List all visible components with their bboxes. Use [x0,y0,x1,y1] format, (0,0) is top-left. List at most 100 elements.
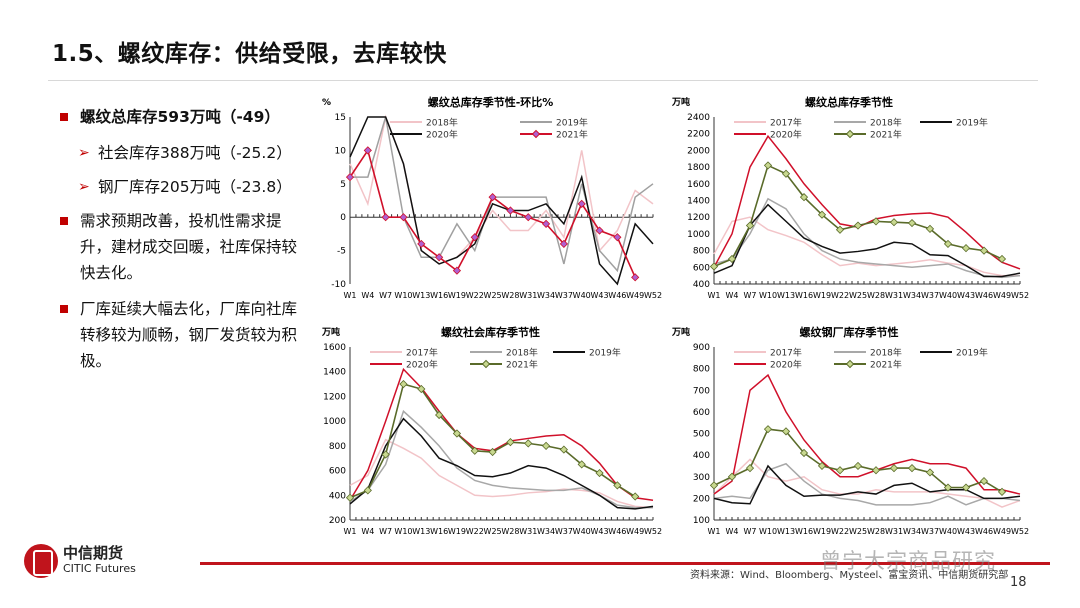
arrow-bullet-icon: ➢ [78,145,90,161]
y-tick-label: 1200 [687,213,710,223]
y-tick-label: 2200 [687,130,710,140]
data-point-marker [613,481,622,490]
legend-label: 2017年 [770,347,802,359]
y-tick-label: 500 [693,430,710,440]
x-tick-label: W52 [644,527,662,536]
legend-label: 2021年 [556,129,588,141]
bullet-total-inventory: 螺纹总库存593万吨（-49） [58,104,308,130]
x-tick-label: W43 [957,291,975,300]
y-tick-label: 1400 [323,368,346,378]
legend-label: 2021年 [506,359,538,371]
series-line-2019年 [713,203,1021,278]
data-point-marker [363,486,372,495]
bullet-square-icon [60,217,68,225]
legend-label: 2021年 [870,129,902,141]
chart-title: 螺纹社会库存季节性 [441,325,540,339]
series-line-2020年 [349,367,654,501]
x-tick-label: W34 [903,527,921,536]
y-tick-label: -5 [337,247,346,257]
data-point-marker [559,239,568,249]
y-tick-label: 0 [340,213,346,223]
y-tick-label: 800 [693,247,710,257]
y-tick-label: -10 [331,280,346,290]
x-tick-label: W4 [361,291,374,300]
data-point-marker [595,468,604,478]
data-point-marker [345,493,355,502]
x-tick-label: W1 [708,527,721,536]
y-tick-label: 100 [693,516,710,526]
x-tick-label: W52 [1011,527,1029,536]
y-axis-unit: % [322,98,331,108]
data-point-marker [631,492,640,501]
data-point-marker [363,146,372,155]
y-axis-unit: 万吨 [671,326,690,338]
data-point-marker [853,461,863,471]
series-line-2019年 [713,464,1021,505]
series-line-2018年 [349,114,654,265]
legend-marker-icon [845,129,855,139]
legend-label: 2019年 [556,117,588,129]
y-tick-label: 1200 [323,392,346,402]
x-tick-label: W10 [394,291,412,300]
data-point-marker [799,193,809,202]
x-tick-label: W43 [590,291,608,300]
x-tick-label: W40 [573,527,591,536]
y-axis-unit: 万吨 [321,326,340,338]
y-tick-label: 600 [329,467,346,477]
x-tick-label: W25 [484,527,502,536]
y-tick-label: 10 [335,146,347,156]
data-point-marker [381,450,390,459]
legend-label: 2019年 [956,347,988,359]
x-tick-label: W25 [849,291,867,300]
data-point-marker [943,483,953,492]
x-tick-label: W28 [867,527,885,536]
x-tick-label: W49 [993,291,1011,300]
y-tick-label: 1600 [323,343,346,353]
data-point-marker [889,463,899,473]
legend-marker-icon [481,359,491,369]
bullet-square-icon [60,113,68,121]
y-tick-label: 1800 [687,163,710,173]
citic-logo: 中信期货 CITIC Futures [24,544,136,578]
x-tick-label: W7 [744,291,757,300]
data-point-marker [907,218,917,228]
series-line-2019年 [350,116,654,273]
y-tick-label: 800 [693,365,710,375]
y-tick-label: 600 [693,263,710,273]
x-tick-label: W22 [466,527,484,536]
bullet-demand: 需求预期改善，投机性需求提升，建材成交回暖，社库保持较快去化。 [58,208,308,286]
chart-title: 螺纹总库存季节性 [805,95,893,109]
series-line-2017年 [713,216,1020,277]
x-tick-label: W19 [448,527,466,536]
series-line-2019年 [349,417,654,510]
x-tick-label: W52 [644,291,662,300]
data-point-marker [435,253,444,262]
x-tick-label: W10 [759,527,777,536]
series-line-2018年 [713,462,1021,506]
y-tick-label: 2000 [687,146,710,156]
data-point-marker [979,476,989,486]
data-point-marker [745,221,755,230]
legend-label: 2020年 [770,129,802,141]
watermark: 曾宁大宗商品研究 [820,549,996,573]
data-point-marker [997,487,1007,496]
x-tick-label: W13 [412,527,430,536]
x-tick-label: W19 [813,291,831,300]
data-point-marker [506,206,515,215]
x-tick-label: W31 [519,291,537,300]
x-tick-label: W19 [813,527,831,536]
data-point-marker [925,224,935,233]
y-tick-label: 400 [693,451,710,461]
x-tick-label: W43 [590,527,608,536]
data-point-marker [435,410,444,420]
y-tick-label: 1000 [323,417,346,427]
data-point-marker [817,461,827,471]
x-tick-label: W37 [555,291,573,300]
data-point-marker [577,460,586,469]
legend-label: 2018年 [870,117,902,129]
data-point-marker [381,213,390,222]
x-tick-label: W40 [939,527,957,536]
y-tick-label: 2400 [687,113,710,123]
data-point-marker [541,219,551,228]
x-tick-label: W43 [957,527,975,536]
